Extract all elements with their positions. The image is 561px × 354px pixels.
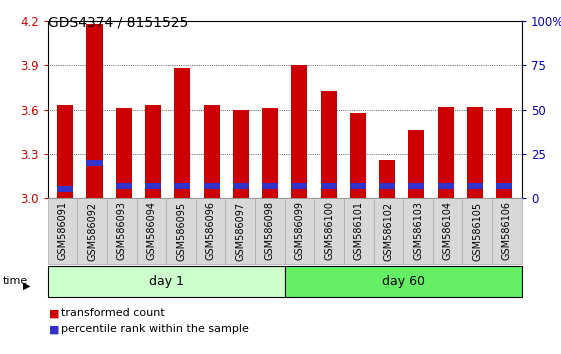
Text: GSM586093: GSM586093 — [117, 201, 127, 261]
Text: GSM586100: GSM586100 — [324, 201, 334, 261]
Bar — [116, 108, 132, 198]
Bar — [57, 187, 73, 192]
Bar — [262, 108, 278, 198]
Bar — [86, 160, 103, 166]
Bar — [379, 183, 395, 189]
Bar — [204, 105, 219, 198]
Bar — [116, 183, 132, 189]
Bar — [350, 113, 366, 198]
Text: GSM586094: GSM586094 — [146, 201, 157, 261]
Text: GSM586103: GSM586103 — [413, 201, 423, 261]
Text: ▶: ▶ — [23, 281, 31, 291]
Bar — [174, 68, 190, 198]
Bar — [408, 183, 425, 189]
Text: day 60: day 60 — [381, 275, 425, 288]
Bar — [145, 183, 161, 189]
Bar — [438, 107, 454, 198]
Bar — [233, 110, 249, 198]
Bar — [86, 24, 103, 198]
Text: GSM586096: GSM586096 — [206, 201, 215, 261]
Text: GSM586104: GSM586104 — [443, 201, 453, 261]
Bar — [496, 183, 512, 189]
Bar — [496, 108, 512, 198]
Bar — [467, 183, 483, 189]
Bar — [350, 183, 366, 189]
Bar — [320, 183, 337, 189]
Bar — [320, 91, 337, 198]
Text: time: time — [3, 276, 28, 286]
Bar — [291, 183, 307, 189]
Text: GSM586091: GSM586091 — [57, 201, 67, 261]
Bar — [57, 105, 73, 198]
Text: day 1: day 1 — [149, 275, 183, 288]
Text: GSM586099: GSM586099 — [295, 201, 305, 261]
Bar — [408, 130, 425, 198]
Bar — [262, 183, 278, 189]
Text: GSM586106: GSM586106 — [502, 201, 512, 261]
Text: ■: ■ — [49, 324, 60, 334]
Text: GSM586097: GSM586097 — [235, 201, 245, 261]
Bar — [145, 105, 161, 198]
Bar — [233, 183, 249, 189]
Text: percentile rank within the sample: percentile rank within the sample — [61, 324, 249, 334]
Text: ■: ■ — [49, 308, 60, 318]
Text: GSM586102: GSM586102 — [383, 201, 393, 261]
Text: GSM586092: GSM586092 — [87, 201, 97, 261]
Bar — [467, 107, 483, 198]
Text: GDS4374 / 8151525: GDS4374 / 8151525 — [48, 16, 188, 30]
Text: GSM586101: GSM586101 — [354, 201, 364, 261]
Bar — [379, 160, 395, 198]
Text: GSM586098: GSM586098 — [265, 201, 275, 261]
Bar — [438, 183, 454, 189]
Bar — [204, 183, 219, 189]
Text: GSM586095: GSM586095 — [176, 201, 186, 261]
Text: transformed count: transformed count — [61, 308, 164, 318]
Text: GSM586105: GSM586105 — [472, 201, 482, 261]
Bar — [291, 65, 307, 198]
Bar — [174, 183, 190, 189]
